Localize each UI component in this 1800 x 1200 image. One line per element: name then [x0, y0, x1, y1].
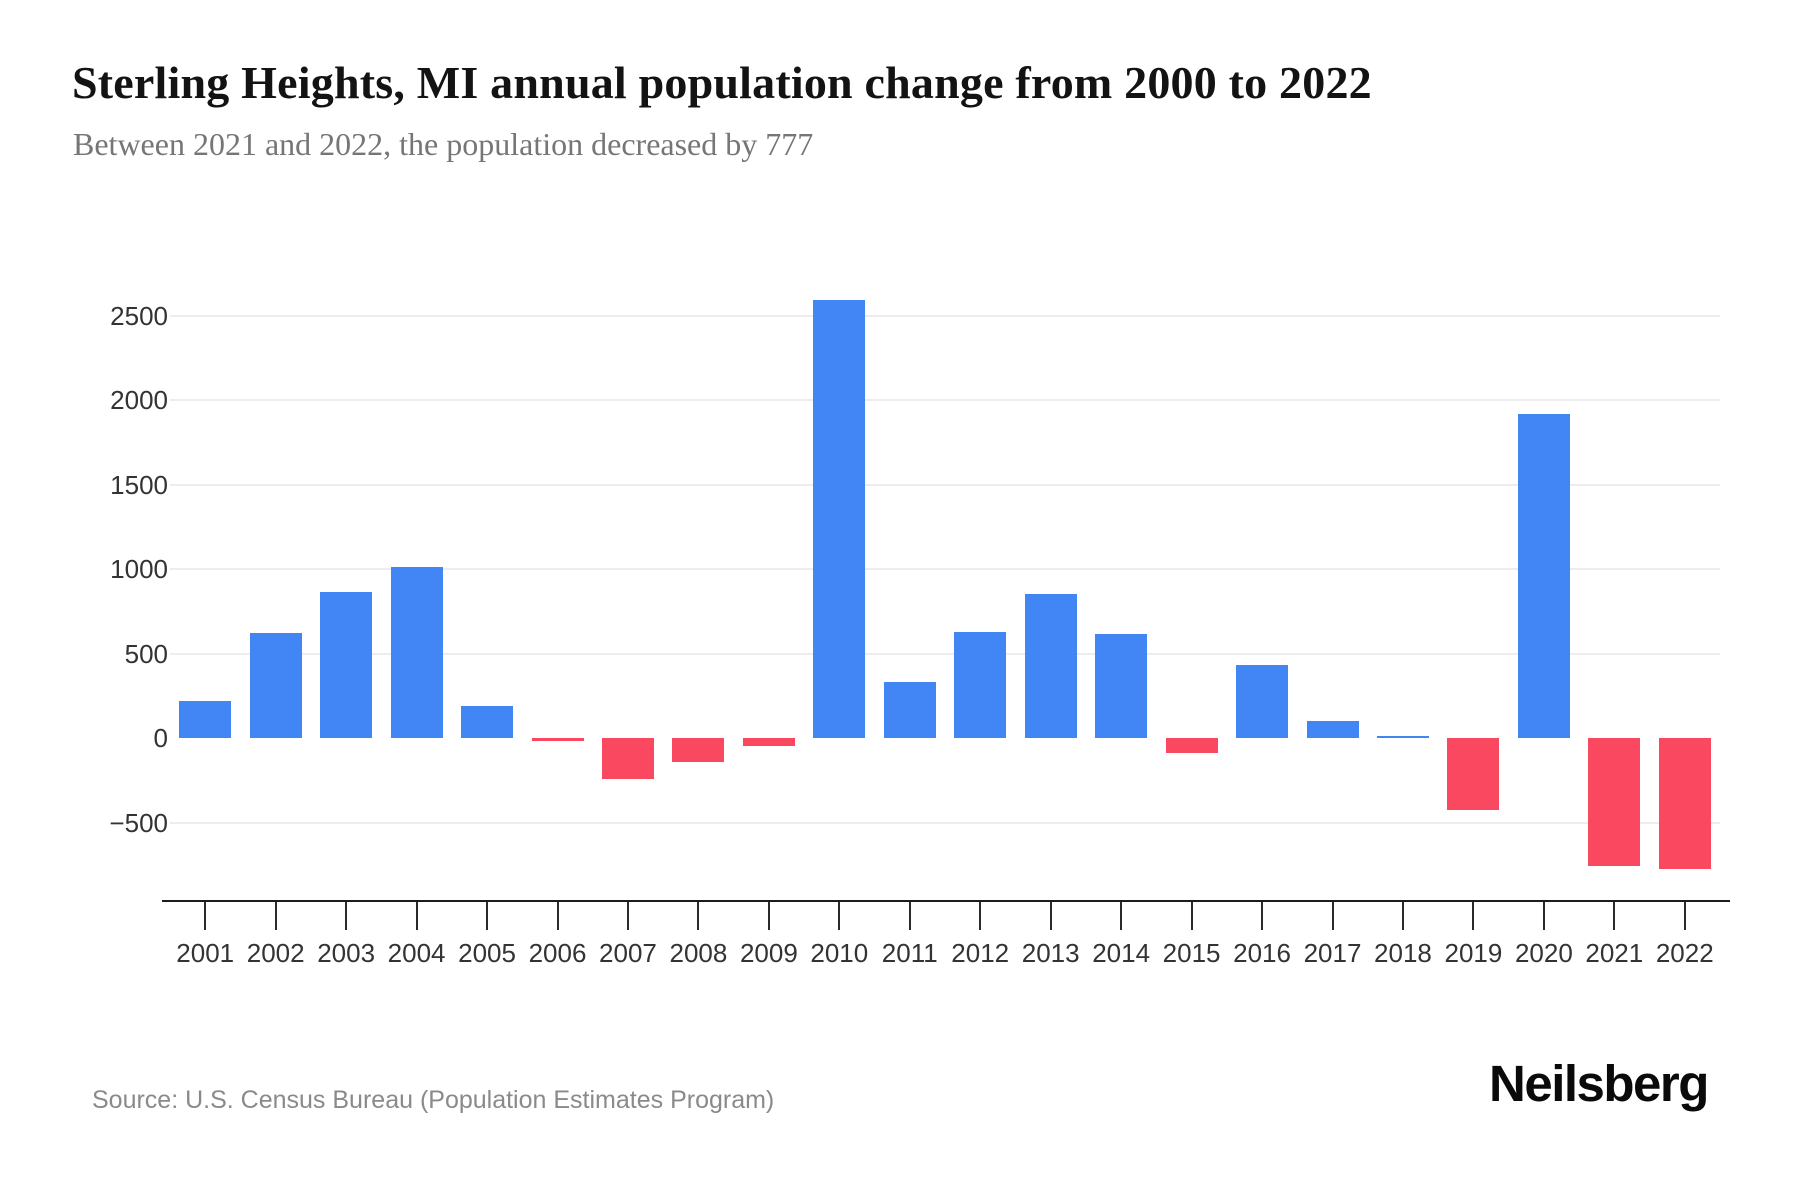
bar-2008 — [672, 738, 725, 762]
bar-2006 — [531, 738, 584, 742]
x-axis-tick — [345, 902, 348, 930]
y-gridline — [170, 652, 1720, 655]
x-axis-tick — [415, 902, 418, 930]
bar-2021 — [1588, 738, 1641, 867]
x-axis-label: 2014 — [1092, 938, 1151, 968]
y-gridline — [170, 483, 1720, 486]
x-axis-tick — [1049, 902, 1052, 930]
x-axis-label: 2005 — [458, 938, 516, 968]
x-axis-label: 2019 — [1444, 938, 1503, 968]
x-axis-tick — [556, 902, 559, 930]
y-axis-label: 2500 — [110, 300, 168, 331]
x-axis-tick — [767, 902, 770, 930]
bar-2001 — [179, 700, 232, 738]
bar-2010 — [813, 300, 866, 738]
x-axis-tick — [204, 902, 207, 930]
x-axis-tick — [1261, 902, 1264, 930]
x-axis-tick — [1542, 902, 1545, 930]
bar-2005 — [461, 705, 514, 738]
x-axis-label: 2013 — [1021, 938, 1080, 968]
bar-2015 — [1165, 738, 1218, 754]
source-note: Source: U.S. Census Bureau (Population E… — [92, 1086, 775, 1114]
x-axis-tick — [1683, 902, 1686, 930]
x-axis-label: 2007 — [599, 938, 657, 968]
y-axis-label: 2000 — [110, 385, 168, 415]
x-axis-tick — [1190, 902, 1193, 930]
x-axis-tick — [626, 902, 629, 930]
x-axis-label: 2021 — [1585, 938, 1644, 968]
x-axis-tick — [1613, 902, 1616, 930]
bar-2014 — [1095, 634, 1148, 738]
bar-2018 — [1376, 736, 1429, 738]
bar-2017 — [1306, 721, 1359, 738]
y-axis-label: 500 — [124, 638, 168, 669]
y-axis-label: 1000 — [110, 554, 168, 584]
bar-2009 — [742, 738, 795, 746]
x-axis-tick — [838, 902, 841, 930]
x-axis-tick — [1401, 902, 1404, 930]
x-axis-label: 2006 — [528, 938, 587, 968]
bar-2020 — [1517, 413, 1570, 738]
bar-2012 — [954, 631, 1007, 738]
bar-2011 — [883, 682, 936, 738]
x-axis-label: 2010 — [810, 938, 869, 968]
x-axis-tick — [697, 902, 700, 930]
x-axis-label: 2008 — [669, 938, 728, 968]
y-axis-label: 1500 — [110, 469, 168, 500]
x-axis-label: 2015 — [1162, 938, 1221, 968]
bar-2004 — [390, 567, 443, 738]
x-axis-tick — [1472, 902, 1475, 930]
y-gridline — [170, 568, 1720, 570]
x-axis-label: 2003 — [317, 938, 376, 968]
y-gridline — [170, 821, 1720, 824]
x-axis-label: 2018 — [1374, 938, 1432, 968]
x-axis-label: 2011 — [881, 938, 938, 968]
x-axis-label: 2017 — [1303, 938, 1362, 968]
x-axis-tick — [979, 902, 982, 930]
neilsberg-logo: Neilsberg — [1489, 1055, 1709, 1112]
bar-2013 — [1024, 594, 1077, 738]
bar-2022 — [1658, 738, 1711, 870]
bar-2003 — [320, 591, 373, 738]
x-axis-label: 2020 — [1514, 938, 1573, 968]
bar-2016 — [1236, 665, 1289, 738]
x-axis-tick — [486, 902, 489, 930]
x-axis-tick — [908, 902, 911, 930]
chart-subtitle: Between 2021 and 2022, the population de… — [73, 126, 814, 162]
y-axis-label: 0 — [153, 723, 168, 753]
x-axis-label: 2004 — [387, 938, 446, 968]
x-axis-label: 2001 — [176, 938, 235, 968]
chart-title: Sterling Heights, MI annual population c… — [72, 57, 1372, 108]
bar-2002 — [249, 633, 302, 738]
y-gridline — [170, 399, 1720, 401]
x-axis-label: 2009 — [739, 938, 798, 968]
x-axis-label: 2022 — [1655, 938, 1714, 968]
y-axis-label: −500 — [109, 807, 168, 838]
x-axis-line — [162, 900, 1730, 902]
x-axis-tick — [1120, 902, 1123, 930]
bar-2007 — [601, 738, 654, 780]
x-axis-label: 2002 — [246, 938, 305, 968]
x-axis-tick — [274, 902, 277, 930]
x-axis-label: 2012 — [951, 938, 1010, 968]
x-axis-label: 2016 — [1233, 938, 1291, 968]
x-axis-tick — [1331, 902, 1334, 930]
bar-2019 — [1447, 738, 1500, 810]
y-gridline — [170, 314, 1720, 317]
